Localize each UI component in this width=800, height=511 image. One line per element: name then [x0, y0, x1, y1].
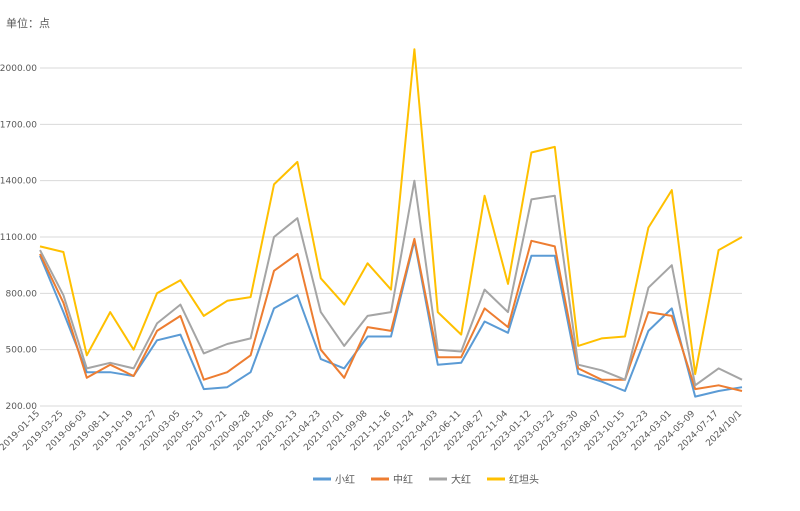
series-line [39, 48, 743, 376]
legend-label: 红坦头 [509, 473, 539, 486]
x-axis: 2019-01-152019-03-252019-06-032019-08-11… [0, 409, 744, 453]
y-axis: 200.00 500.00 800.00 1100.00 1400.00 1700.00 2… [0, 64, 37, 412]
legend-label: 大红 [451, 473, 471, 486]
y-tick-label: 2000.00 [0, 64, 37, 74]
y-tick-label: 1100.00 [0, 233, 37, 243]
unit-label: 单位：点 [6, 16, 50, 30]
y-tick-label: 1400.00 [0, 177, 37, 187]
legend-label: 中红 [393, 473, 413, 486]
y-tick-label: 800.00 [6, 289, 38, 299]
y-tick-label: 200.00 [6, 402, 38, 412]
y-tick-label: 1700.00 [0, 120, 37, 130]
series-line [39, 237, 743, 392]
series-line [39, 239, 743, 398]
y-tick-label: 500.00 [6, 346, 38, 356]
series-lines [39, 48, 743, 398]
legend: 小红 中红 大红 红坦头 [313, 473, 539, 486]
legend-label: 小红 [335, 473, 355, 486]
series-line [39, 179, 743, 387]
